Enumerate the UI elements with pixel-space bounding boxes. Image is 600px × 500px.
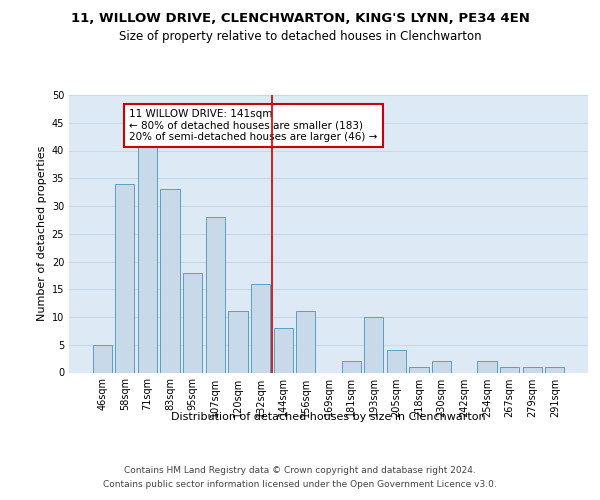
Y-axis label: Number of detached properties: Number of detached properties bbox=[37, 146, 47, 322]
Bar bbox=[477, 362, 497, 372]
Bar bbox=[545, 367, 565, 372]
Bar bbox=[183, 272, 202, 372]
Bar bbox=[92, 345, 112, 372]
Bar bbox=[341, 362, 361, 372]
Bar bbox=[206, 217, 225, 372]
Bar bbox=[296, 312, 316, 372]
Bar bbox=[160, 190, 180, 372]
Text: 11 WILLOW DRIVE: 141sqm
← 80% of detached houses are smaller (183)
20% of semi-d: 11 WILLOW DRIVE: 141sqm ← 80% of detache… bbox=[130, 109, 378, 142]
Bar bbox=[432, 362, 451, 372]
Bar bbox=[387, 350, 406, 372]
Bar bbox=[251, 284, 270, 372]
Bar bbox=[138, 140, 157, 372]
Bar bbox=[115, 184, 134, 372]
Text: Distribution of detached houses by size in Clenchwarton: Distribution of detached houses by size … bbox=[172, 412, 486, 422]
Text: Size of property relative to detached houses in Clenchwarton: Size of property relative to detached ho… bbox=[119, 30, 481, 43]
Bar bbox=[500, 367, 519, 372]
Text: Contains HM Land Registry data © Crown copyright and database right 2024.: Contains HM Land Registry data © Crown c… bbox=[124, 466, 476, 475]
Bar bbox=[409, 367, 428, 372]
Bar bbox=[364, 317, 383, 372]
Bar bbox=[523, 367, 542, 372]
Bar bbox=[229, 312, 248, 372]
Text: 11, WILLOW DRIVE, CLENCHWARTON, KING'S LYNN, PE34 4EN: 11, WILLOW DRIVE, CLENCHWARTON, KING'S L… bbox=[71, 12, 529, 26]
Bar bbox=[274, 328, 293, 372]
Text: Contains public sector information licensed under the Open Government Licence v3: Contains public sector information licen… bbox=[103, 480, 497, 489]
